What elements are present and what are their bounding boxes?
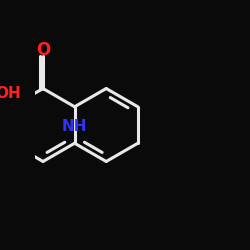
Text: O: O [36,41,50,59]
Text: OH: OH [0,86,21,100]
Text: NH: NH [62,118,87,134]
